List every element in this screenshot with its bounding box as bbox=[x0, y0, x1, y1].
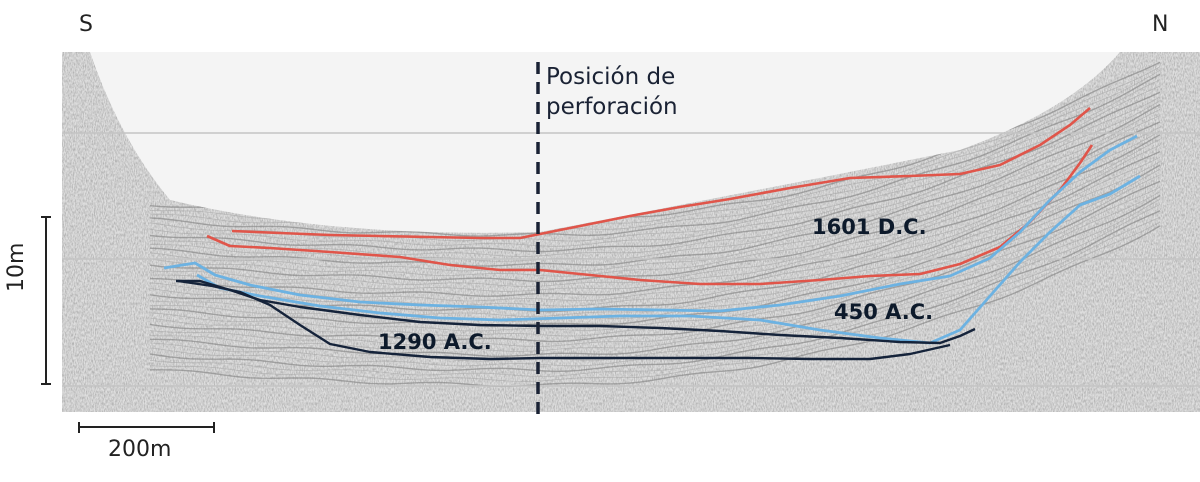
reflector-line bbox=[149, 194, 1161, 358]
reflector-line bbox=[149, 168, 1161, 332]
reflector-line bbox=[149, 73, 1161, 237]
reflector-line bbox=[149, 134, 1161, 297]
horizontal-scale-bar bbox=[78, 422, 215, 433]
reflector-line bbox=[149, 121, 1161, 283]
reflector-line bbox=[149, 144, 1161, 307]
horizon-450-ac-upper bbox=[163, 134, 1138, 313]
reflector-line bbox=[149, 96, 1161, 257]
horizon-1601-dc-upper bbox=[231, 107, 1091, 240]
horizon-450-ac-lower bbox=[196, 174, 1141, 345]
seismic-background bbox=[62, 52, 1200, 412]
reflector-line bbox=[150, 130, 1161, 292]
reflector-line bbox=[149, 191, 1161, 352]
reflector-line bbox=[150, 225, 1161, 387]
vertical-scale-label: 10m bbox=[4, 242, 29, 292]
reflector-line bbox=[149, 115, 1161, 277]
borehole-label-line2: perforación bbox=[546, 94, 678, 120]
vertical-scale-bar bbox=[41, 216, 51, 385]
borehole-label-line1: Posición de bbox=[546, 64, 676, 90]
reflector-line bbox=[149, 79, 1161, 242]
reflector-line bbox=[149, 216, 1161, 377]
horizon-label-1290-ac: 1290 A.C. bbox=[378, 330, 492, 354]
horizon-label-450-ac: 450 A.C. bbox=[834, 300, 934, 324]
reflector-line bbox=[149, 199, 1161, 362]
horizontal-scale-label: 200m bbox=[108, 437, 172, 462]
direction-south-label: S bbox=[79, 12, 93, 37]
direction-north-label: N bbox=[1152, 12, 1169, 37]
reflector-line bbox=[149, 85, 1161, 247]
horizon-label-1601-dc: 1601 D.C. bbox=[812, 215, 927, 239]
reflector-line bbox=[149, 109, 1161, 272]
reflector-line bbox=[150, 100, 1161, 262]
reflector-line bbox=[149, 91, 1161, 253]
reflector-line bbox=[149, 138, 1161, 302]
reflector-line bbox=[149, 164, 1161, 327]
reflector-line bbox=[149, 210, 1161, 373]
horizon-1290-ac-lower bbox=[177, 279, 951, 361]
